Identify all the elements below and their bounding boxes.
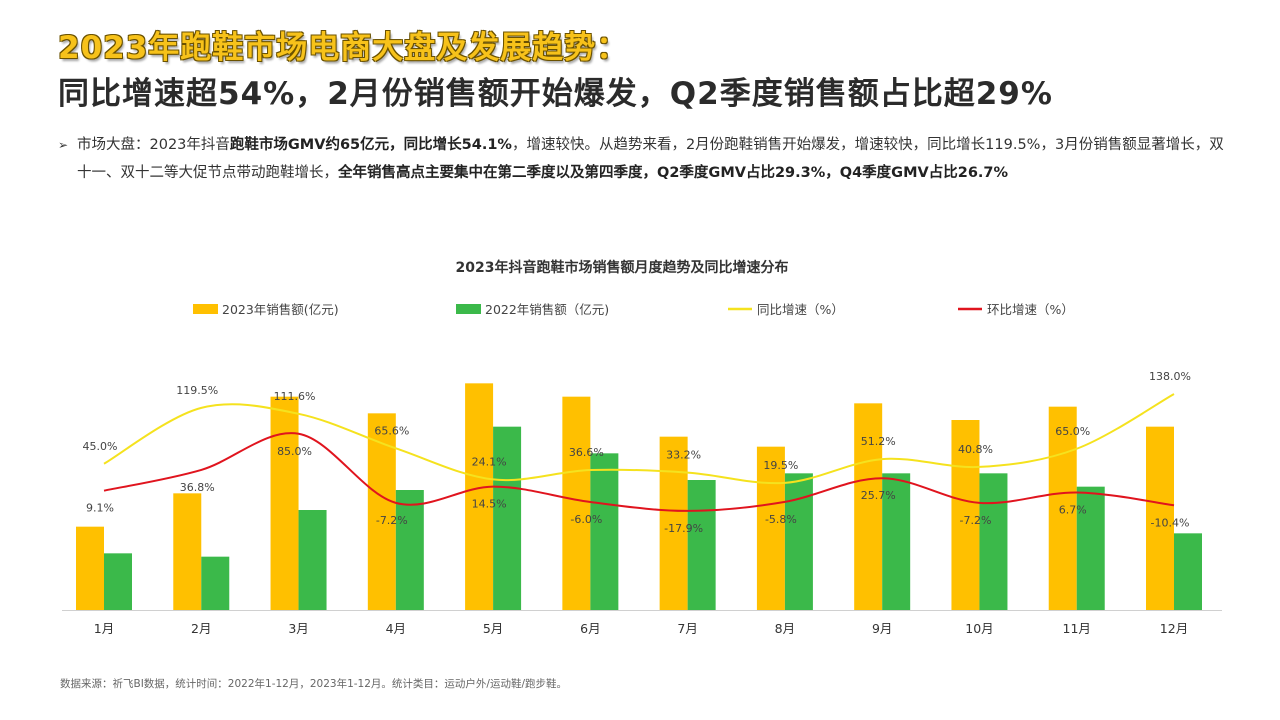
yoy-growth-line (103, 393, 1175, 485)
mom-data-label: -7.2% (376, 514, 408, 527)
mom-data-label: -7.2% (959, 514, 991, 527)
x-tick-label: 6月 (580, 621, 600, 636)
x-tick-label: 5月 (483, 621, 503, 636)
yoy-data-label: 138.0% (1149, 370, 1191, 383)
data-source-note: 数据来源：祈飞BI数据，统计时间：2022年1-12月，2023年1-12月。统… (60, 678, 567, 690)
x-tick-label: 12月 (1160, 621, 1188, 636)
summary-segment: 全年销售高点主要集中在第二季度以及第四季度，Q2季度GMV占比29.3%，Q4季… (338, 165, 1009, 181)
x-tick-label: 1月 (94, 621, 114, 636)
x-tick-label: 4月 (386, 621, 406, 636)
yoy-data-label: 33.2% (666, 449, 701, 462)
bar-2022 (395, 490, 424, 610)
yoy-data-label: 51.2% (861, 435, 896, 448)
chart-legend: 2023年销售额(亿元) 2022年销售额（亿元) 同比增速（%） 环比增速（%） (193, 302, 1074, 317)
mom-data-label: -17.9% (664, 522, 703, 535)
x-tick-label: 7月 (677, 621, 697, 636)
bar-2022 (493, 426, 522, 610)
yoy-data-label: 119.5% (176, 384, 218, 397)
bar-2022 (1174, 533, 1202, 610)
bar-2023 (1048, 406, 1077, 610)
bar-2023 (854, 403, 883, 610)
mom-data-label: 25.7% (861, 489, 896, 502)
bullet-arrow-icon: ➢ (58, 138, 69, 152)
yoy-data-label: 24.1% (472, 455, 507, 468)
mom-data-label: -6.0% (570, 513, 602, 526)
yoy-data-label: 65.0% (1055, 425, 1090, 438)
legend-label: 2022年销售额（亿元) (485, 302, 609, 317)
x-tick-label: 10月 (965, 621, 993, 636)
mom-data-label: 6.7% (1059, 503, 1087, 516)
bar-2023 (756, 446, 785, 610)
summary-segment: ，增速较快。从趋势来看，2月份跑鞋销售开始爆发，增速较快，同比增长119.5%，… (77, 137, 1224, 181)
bar-2022 (979, 473, 1008, 610)
bar-2022 (687, 480, 716, 610)
bar-2023 (1146, 426, 1174, 610)
mom-growth-line (103, 432, 1175, 512)
yoy-data-label: 36.6% (569, 446, 604, 459)
bar-2023 (270, 396, 299, 610)
bar-2023 (562, 396, 591, 610)
summary-segment: 市场大盘：2023年抖音 (77, 137, 230, 153)
bar-2022 (298, 510, 327, 610)
bar-2022 (104, 553, 132, 610)
summary-segment: 跑鞋市场GMV约65亿元，同比增长54.1% (229, 137, 512, 153)
bar-2023 (951, 420, 980, 610)
legend-label: 环比增速（%） (987, 302, 1074, 317)
bar-2022 (590, 453, 619, 610)
x-tick-label: 9月 (872, 621, 892, 636)
slide-subtitle: 同比增速超54%，2月份销售额开始爆发，Q2季度销售额占比超29% (58, 76, 1053, 112)
bar-2023 (76, 526, 104, 610)
legend-swatch (456, 304, 481, 314)
mom-data-label: 36.8% (180, 481, 215, 494)
bar-2022 (784, 473, 813, 610)
mom-data-label: 9.1% (86, 502, 114, 515)
bar-2022 (882, 473, 911, 610)
summary-paragraph: ➢ 市场大盘：2023年抖音跑鞋市场GMV约65亿元，同比增长54.1%，增速较… (58, 131, 1237, 187)
x-tick-label: 8月 (775, 621, 795, 636)
mom-data-label: 85.0% (277, 445, 312, 458)
bar-2023 (659, 436, 688, 610)
mom-data-label: 14.5% (472, 498, 507, 511)
legend-label: 2023年销售额(亿元) (222, 302, 339, 317)
yoy-data-label: 111.6% (274, 390, 316, 403)
mom-data-label: -5.8% (765, 513, 797, 526)
legend-label: 同比增速（%） (757, 302, 844, 317)
chart-title: 2023年抖音跑鞋市场销售额月度趋势及同比增速分布 (456, 259, 789, 276)
x-tick-label: 3月 (288, 621, 308, 636)
slide-title: 2023年跑鞋市场电商大盘及发展趋势： (58, 30, 629, 66)
bar-2022 (201, 556, 230, 610)
bar-2022 (1076, 486, 1105, 610)
yoy-data-label: 19.5% (763, 459, 798, 472)
yoy-data-label: 65.6% (374, 424, 409, 437)
x-tick-label: 11月 (1063, 621, 1091, 636)
bar-2023 (465, 383, 494, 610)
yoy-data-label: 45.0% (83, 440, 118, 453)
x-tick-label: 2月 (191, 621, 211, 636)
mom-data-label: -10.4% (1151, 516, 1190, 529)
bar-2023 (173, 493, 202, 610)
yoy-data-label: 40.8% (958, 443, 993, 456)
legend-swatch (193, 304, 218, 314)
